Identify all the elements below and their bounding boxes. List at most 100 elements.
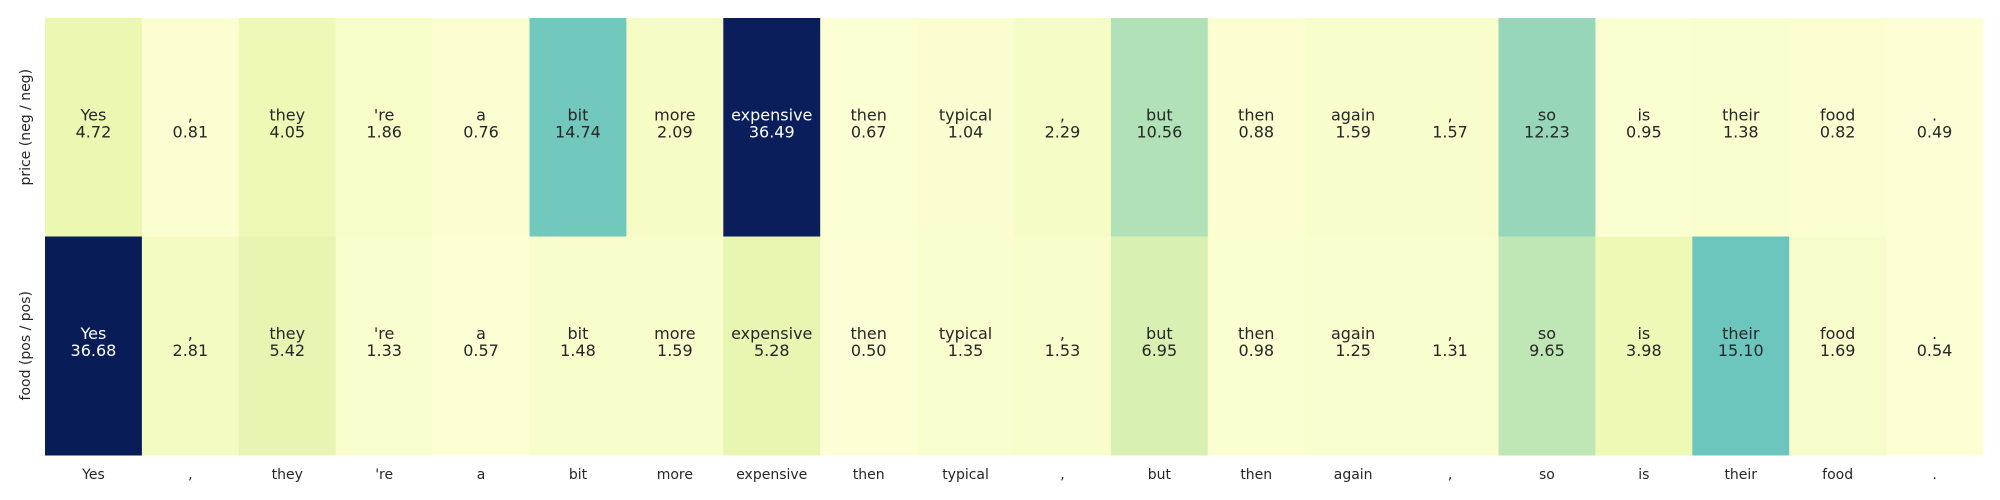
cell-value-label: 0.49 — [1917, 122, 1953, 141]
cell-value-label: 2.29 — [1045, 122, 1081, 141]
cell-token-label: their — [1722, 105, 1760, 124]
heatmap-cell-rect — [1692, 236, 1790, 456]
x-tick-label: they — [272, 467, 303, 483]
cell-token-label: then — [850, 324, 886, 343]
cell-value-label: 9.65 — [1529, 341, 1565, 360]
heatmap-cell: ,0.81 — [141, 18, 240, 237]
heatmap-cell-rect — [626, 236, 724, 456]
cell-token-label: typical — [939, 105, 992, 124]
cell-token-label: . — [1932, 324, 1937, 343]
cell-value-label: 36.68 — [71, 341, 117, 360]
heatmap-cell-rect — [1692, 18, 1790, 237]
cell-value-label: 14.74 — [555, 122, 601, 141]
heatmap-cell: a0.76 — [432, 18, 530, 237]
heatmap-cell-rect — [1110, 236, 1209, 456]
cell-token-label: their — [1722, 324, 1760, 343]
heatmap-cell-rect — [1014, 236, 1112, 456]
heatmap-cell-rect — [432, 18, 530, 237]
cell-token-label: again — [1331, 324, 1375, 343]
cell-token-label: then — [1238, 324, 1274, 343]
cell-token-label: they — [269, 105, 305, 124]
heatmap-cell-rect — [45, 18, 143, 237]
cell-token-label: so — [1538, 105, 1556, 124]
cell-value-label: 1.04 — [948, 122, 984, 141]
cell-value-label: 36.49 — [749, 122, 795, 141]
cell-token-label: food — [1820, 105, 1855, 124]
cell-token-label: expensive — [731, 324, 812, 343]
x-tick-label: more — [657, 467, 693, 483]
heatmap-cell-rect — [723, 18, 821, 237]
x-tick-label: so — [1539, 467, 1555, 483]
cell-value-label: 1.35 — [948, 341, 984, 360]
heatmap-cell-rect — [335, 236, 434, 456]
cell-value-label: 3.98 — [1626, 341, 1662, 360]
row-label: price (neg / neg) — [18, 69, 34, 186]
x-tick-label: , — [1448, 467, 1452, 483]
cell-value-label: 0.81 — [173, 122, 209, 141]
cell-token-label: expensive — [731, 105, 812, 124]
heatmap-cell: so9.65 — [1498, 236, 1596, 456]
heatmap-cell: is3.98 — [1595, 236, 1693, 456]
cell-token-label: , — [188, 105, 193, 124]
cell-token-label: a — [476, 105, 486, 124]
heatmap-cell-rect — [917, 18, 1015, 237]
heatmap-cell-rect — [626, 18, 724, 237]
heatmap-cell: a0.57 — [432, 236, 530, 456]
heatmap-cell-rect — [1595, 236, 1693, 456]
cell-token-label: 're — [374, 324, 394, 343]
cell-token-label: , — [1060, 105, 1065, 124]
cell-value-label: 0.57 — [463, 341, 499, 360]
cell-value-label: 12.23 — [1524, 122, 1570, 141]
cell-value-label: 0.76 — [463, 122, 499, 141]
cell-value-label: 0.95 — [1626, 122, 1662, 141]
cell-token-label: again — [1331, 105, 1375, 124]
cell-token-label: , — [1448, 324, 1453, 343]
cell-token-label: , — [1448, 105, 1453, 124]
cell-token-label: more — [654, 324, 695, 343]
x-tick-label: , — [1060, 467, 1064, 483]
x-tick-label: then — [1240, 467, 1272, 483]
x-tick-labels: Yes, they 're a bit more expensive then typical,… — [81, 467, 1937, 483]
x-tick-label: , — [188, 467, 192, 483]
cell-value-label: 4.05 — [269, 122, 305, 141]
cell-value-label: 1.31 — [1432, 341, 1468, 360]
cell-token-label: but — [1146, 324, 1173, 343]
cell-token-label: bit — [568, 105, 589, 124]
heatmap-cell-rect — [238, 236, 337, 456]
heatmap-cell-rect — [1401, 18, 1499, 237]
cell-value-label: 1.86 — [366, 122, 402, 141]
cell-value-label: 2.81 — [173, 341, 209, 360]
heatmap-cell-rect — [335, 18, 434, 237]
heatmap-cell-rect — [1304, 236, 1403, 456]
heatmap-cell: ,2.29 — [1014, 18, 1112, 237]
cell-token-label: , — [188, 324, 193, 343]
cell-token-label: a — [476, 324, 486, 343]
cell-token-label: is — [1637, 105, 1650, 124]
cell-token-label: then — [1238, 105, 1274, 124]
cell-value-label: 1.53 — [1045, 341, 1081, 360]
cell-value-label: 5.28 — [754, 341, 790, 360]
cell-token-label: typical — [939, 324, 992, 343]
cell-value-label: 0.98 — [1238, 341, 1274, 360]
heatmap-cell-rect — [238, 18, 337, 237]
cell-value-label: 0.82 — [1820, 122, 1856, 141]
heatmap-cell: 're1.33 — [335, 236, 434, 456]
cell-value-label: 5.42 — [269, 341, 305, 360]
cell-value-label: 0.67 — [851, 122, 887, 141]
heatmap-cell-rect — [432, 236, 530, 456]
heatmap-cell-rect — [723, 236, 821, 456]
x-tick-label: Yes — [81, 467, 105, 483]
